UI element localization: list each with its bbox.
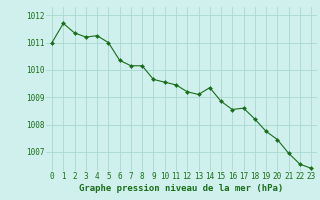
X-axis label: Graphe pression niveau de la mer (hPa): Graphe pression niveau de la mer (hPa) bbox=[79, 184, 284, 193]
